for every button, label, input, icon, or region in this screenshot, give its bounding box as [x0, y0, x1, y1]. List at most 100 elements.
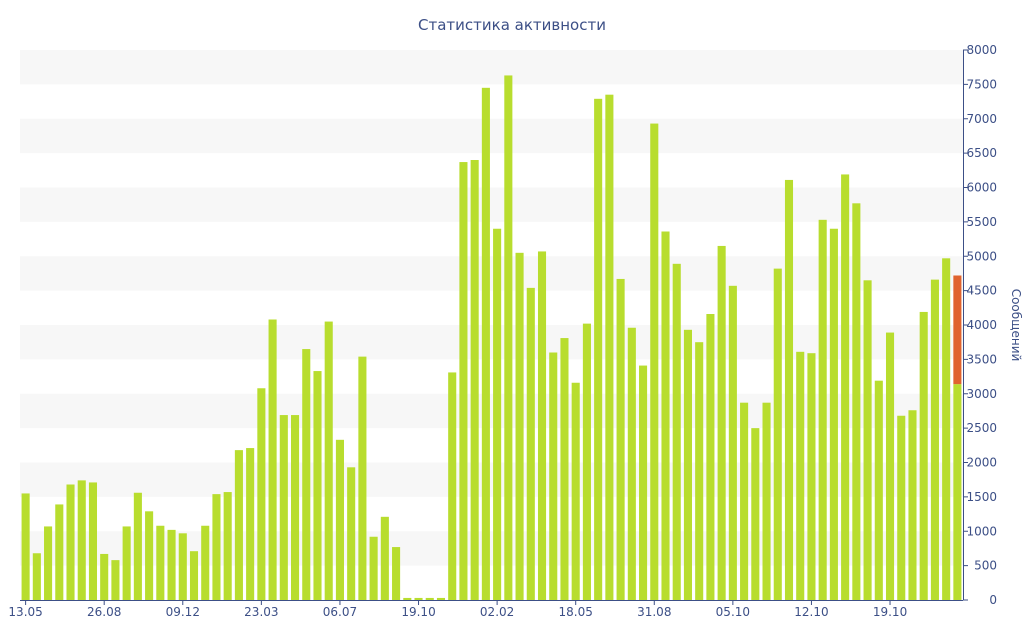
bar[interactable] [436, 597, 446, 600]
x-tick-label: 31.08 [637, 605, 671, 619]
bar[interactable] [223, 492, 232, 600]
bar[interactable] [481, 87, 490, 600]
bar[interactable] [683, 329, 692, 600]
bar[interactable] [773, 268, 782, 600]
bar[interactable] [459, 162, 468, 600]
bar[interactable] [706, 314, 715, 600]
bar[interactable] [335, 439, 344, 600]
bar[interactable] [380, 516, 389, 600]
bar[interactable] [549, 352, 558, 601]
bar[interactable] [594, 98, 603, 600]
bar[interactable] [448, 372, 457, 600]
highlight-bar[interactable] [953, 275, 962, 385]
bar[interactable] [897, 415, 906, 600]
bar[interactable] [717, 245, 726, 600]
bar[interactable] [178, 533, 187, 600]
bar[interactable] [324, 321, 333, 600]
bar[interactable] [291, 415, 300, 600]
bar[interactable] [403, 597, 412, 600]
bar[interactable] [942, 258, 951, 600]
bar[interactable] [526, 287, 535, 600]
bar[interactable] [784, 179, 794, 600]
bar[interactable] [145, 511, 154, 600]
bar[interactable] [122, 526, 131, 600]
bar[interactable] [156, 525, 165, 600]
bar[interactable] [582, 323, 591, 600]
bar[interactable] [639, 365, 648, 600]
bar[interactable] [212, 494, 221, 600]
bar[interactable] [358, 356, 367, 600]
bar[interactable] [672, 263, 681, 600]
bar[interactable] [44, 526, 53, 600]
bar[interactable] [201, 525, 210, 600]
bar[interactable] [414, 597, 423, 600]
bar[interactable] [953, 384, 962, 600]
bar[interactable] [21, 493, 30, 600]
bar[interactable] [874, 380, 883, 600]
bar[interactable] [66, 484, 75, 601]
bar[interactable] [32, 553, 41, 600]
bar[interactable] [302, 349, 311, 600]
bar[interactable] [650, 123, 659, 600]
bar[interactable] [55, 504, 64, 600]
bar[interactable] [167, 529, 176, 600]
bar[interactable] [863, 280, 872, 600]
grid-band [20, 256, 963, 291]
y-tick-label: 2500 [966, 421, 997, 435]
bar[interactable] [829, 228, 838, 600]
bar[interactable] [908, 410, 917, 600]
highlight-bar-group [953, 275, 962, 385]
bar[interactable] [841, 174, 850, 600]
bar[interactable] [189, 551, 199, 600]
bar[interactable] [571, 382, 580, 600]
bar[interactable] [695, 342, 704, 600]
bar[interactable] [268, 319, 277, 601]
bar[interactable] [133, 492, 142, 600]
bar[interactable] [627, 327, 636, 600]
y-tick-label: 6000 [966, 181, 997, 195]
bar[interactable] [885, 332, 895, 600]
bar[interactable] [313, 371, 322, 600]
x-tick-label: 02.02 [480, 605, 514, 619]
bar[interactable] [246, 448, 255, 600]
bar[interactable] [369, 536, 378, 600]
bar[interactable] [111, 560, 120, 600]
bar[interactable] [661, 231, 670, 601]
bar[interactable] [504, 75, 513, 600]
bar[interactable] [493, 228, 502, 600]
bar[interactable] [100, 553, 109, 600]
bar[interactable] [470, 160, 479, 600]
bar[interactable] [257, 388, 266, 600]
bar[interactable] [796, 351, 805, 600]
bar[interactable] [728, 285, 737, 600]
bar[interactable] [807, 353, 816, 600]
grid-band [20, 531, 963, 566]
y-tick-label: 1000 [966, 524, 997, 538]
bar[interactable] [762, 402, 771, 600]
bar[interactable] [605, 94, 614, 600]
bar[interactable] [347, 467, 356, 600]
bar[interactable] [537, 251, 547, 600]
grid-band [20, 462, 963, 497]
bar[interactable] [930, 279, 939, 600]
bar[interactable] [425, 597, 434, 600]
bar[interactable] [919, 311, 928, 600]
bar[interactable] [234, 450, 243, 600]
bar[interactable] [751, 428, 760, 600]
bar[interactable] [77, 480, 86, 600]
bar[interactable] [560, 338, 569, 600]
bar[interactable] [740, 402, 749, 600]
bar[interactable] [616, 278, 625, 600]
x-tick-label: 05.10 [716, 605, 750, 619]
y-tick-label: 5500 [966, 215, 997, 229]
bar[interactable] [818, 219, 827, 600]
grid-band [20, 325, 963, 360]
bar[interactable] [279, 415, 288, 600]
bar[interactable] [852, 203, 861, 600]
bar[interactable] [392, 547, 401, 600]
y-tick-label: 3500 [966, 352, 997, 366]
bar[interactable] [515, 252, 524, 600]
bar[interactable] [88, 482, 98, 600]
grid-band [20, 118, 963, 154]
y-axis-ticks: 0 500 1000 1500 2000 2500 3000 3500 4000 4500 5000… [963, 43, 997, 607]
